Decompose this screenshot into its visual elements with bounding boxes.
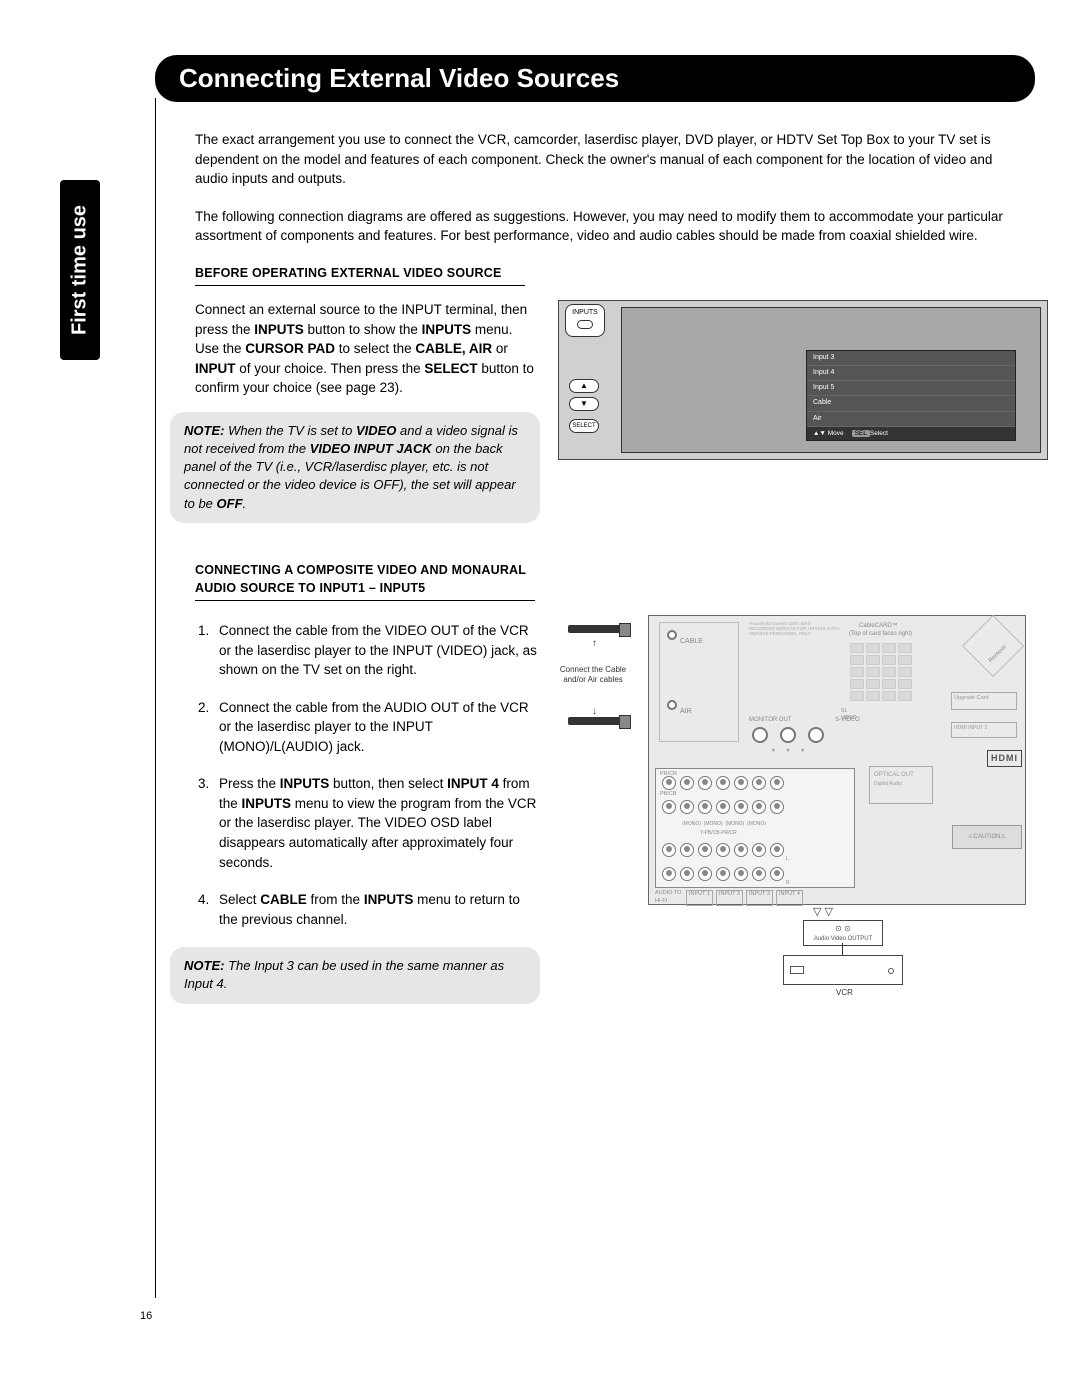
step-4: Select CABLE from the INPUTS menu to ret… bbox=[213, 890, 540, 929]
vcr-label: VCR bbox=[836, 987, 853, 999]
menu-item: Input 5 bbox=[807, 381, 1015, 396]
section2-heading: CONNECTING A COMPOSITE VIDEO AND MONAURA… bbox=[195, 561, 535, 601]
select-btn: SELECT bbox=[569, 419, 599, 433]
page-title: Connecting External Video Sources bbox=[155, 55, 1035, 102]
step-3: Press the INPUTS button, then select INP… bbox=[213, 774, 540, 872]
tv-menu-diagram: INPUTS ▲ ▼ SELECT Input 3 Input 4 Input … bbox=[558, 300, 1048, 460]
menu-item: Air bbox=[807, 412, 1015, 427]
side-tab: First time use bbox=[60, 180, 100, 360]
cable-connector-icon bbox=[568, 625, 623, 633]
step-1: Connect the cable from the VIDEO OUT of … bbox=[213, 621, 540, 680]
intro-para-2: The following connection diagrams are of… bbox=[195, 207, 1025, 246]
content: Connecting External Video Sources The ex… bbox=[155, 55, 1035, 1015]
av-output-label: ⊙ ⊙ Audio Video OUTPUT bbox=[803, 920, 883, 946]
intro-para-1: The exact arrangement you use to connect… bbox=[195, 130, 1025, 189]
air-connector-icon bbox=[568, 717, 623, 725]
note-2: NOTE: The Input 3 can be used in the sam… bbox=[170, 947, 540, 1003]
page-number: 16 bbox=[140, 1310, 152, 1322]
inputs-pill: INPUTS bbox=[565, 304, 605, 337]
step-2: Connect the cable from the AUDIO OUT of … bbox=[213, 698, 540, 757]
caution-label: ⚠ CAUTION ⚠ bbox=[952, 825, 1022, 849]
tv-screen: Input 3 Input 4 Input 5 Cable Air ▲▼ Mov… bbox=[621, 307, 1041, 453]
up-arrow-btn: ▲ bbox=[569, 379, 599, 393]
steps-list: Connect the cable from the VIDEO OUT of … bbox=[213, 621, 540, 929]
hdmi-logo: HDMI bbox=[987, 750, 1022, 767]
cable-note: Connect the Cable and/or Air cables bbox=[558, 665, 628, 684]
panel-bg: CABLE AIR Household Current 120V, 60HzRE… bbox=[648, 615, 1026, 905]
menu-item: Input 3 bbox=[807, 351, 1015, 366]
rear-panel-diagram: ↑ Connect the Cable and/or Air cables ↓ … bbox=[558, 615, 1028, 1015]
menu-item: Cable bbox=[807, 396, 1015, 411]
vcr-box bbox=[783, 955, 903, 985]
menu-item: Input 4 bbox=[807, 366, 1015, 381]
inputs-menu: Input 3 Input 4 Input 5 Cable Air ▲▼ Mov… bbox=[806, 350, 1016, 441]
section1-heading: BEFORE OPERATING EXTERNAL VIDEO SOURCE bbox=[195, 264, 525, 286]
down-arrow-btn: ▼ bbox=[569, 397, 599, 411]
section1-body: Connect an external source to the INPUT … bbox=[195, 300, 540, 398]
menu-footer: ▲▼ Move SELSelect bbox=[807, 427, 1015, 440]
note-1: NOTE: When the TV is set to VIDEO and a … bbox=[170, 412, 540, 523]
